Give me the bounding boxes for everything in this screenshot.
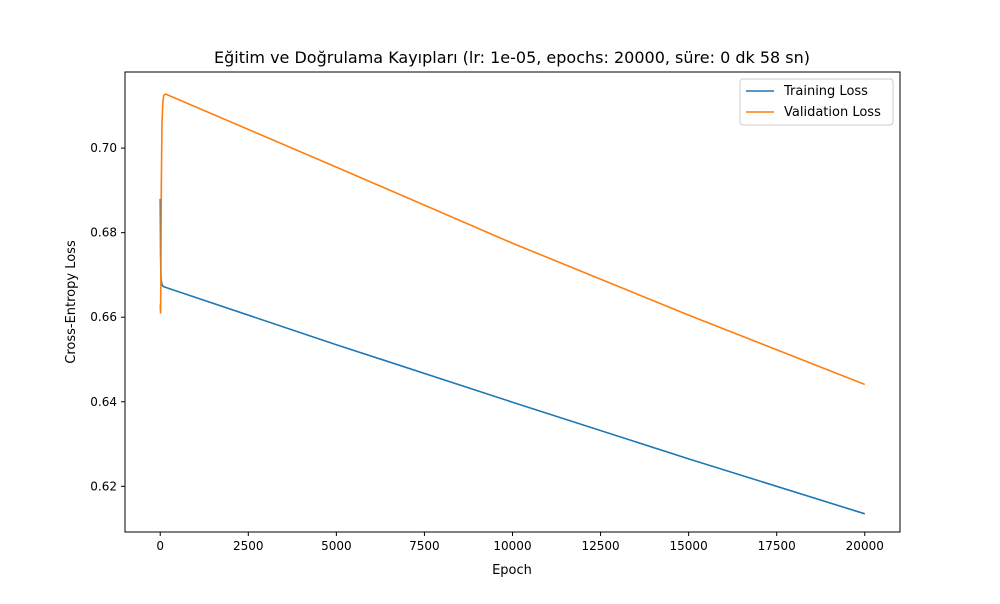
y-tick-label: 0.66 (90, 310, 117, 324)
x-tick-label: 20000 (846, 539, 884, 553)
x-tick-label: 12500 (581, 539, 619, 553)
x-tick-label: 5000 (321, 539, 352, 553)
x-tick-label: 10000 (493, 539, 531, 553)
x-tick-label: 7500 (409, 539, 440, 553)
y-tick-label: 0.64 (90, 395, 117, 409)
x-axis-ticks: 0 2500 5000 7500 10000 12500 15000 17500 20000 (156, 532, 884, 553)
x-tick-label: 15000 (670, 539, 708, 553)
y-tick-label: 0.62 (90, 479, 117, 493)
x-tick-label: 17500 (758, 539, 796, 553)
y-tick-label: 0.68 (90, 226, 117, 240)
series-layer (159, 93, 866, 515)
legend-box (739, 78, 894, 126)
y-axis-label: Cross-Entropy Loss (64, 240, 79, 364)
y-axis-ticks: 0.62 0.64 0.66 0.68 0.70 (90, 141, 125, 493)
x-tick-label: 2500 (233, 539, 264, 553)
chart-title: Eğitim ve Doğrulama Kayıpları (lr: 1e-05… (214, 48, 810, 67)
legend: Training Loss Validation Loss (739, 78, 894, 126)
series-line-validation-loss (159, 93, 866, 386)
y-tick-label: 0.70 (90, 141, 117, 155)
x-tick-label: 0 (156, 539, 164, 553)
x-axis-label: Epoch (492, 563, 532, 578)
legend-label-training-loss: Training Loss (783, 84, 868, 99)
legend-label-validation-loss: Validation Loss (784, 105, 881, 120)
